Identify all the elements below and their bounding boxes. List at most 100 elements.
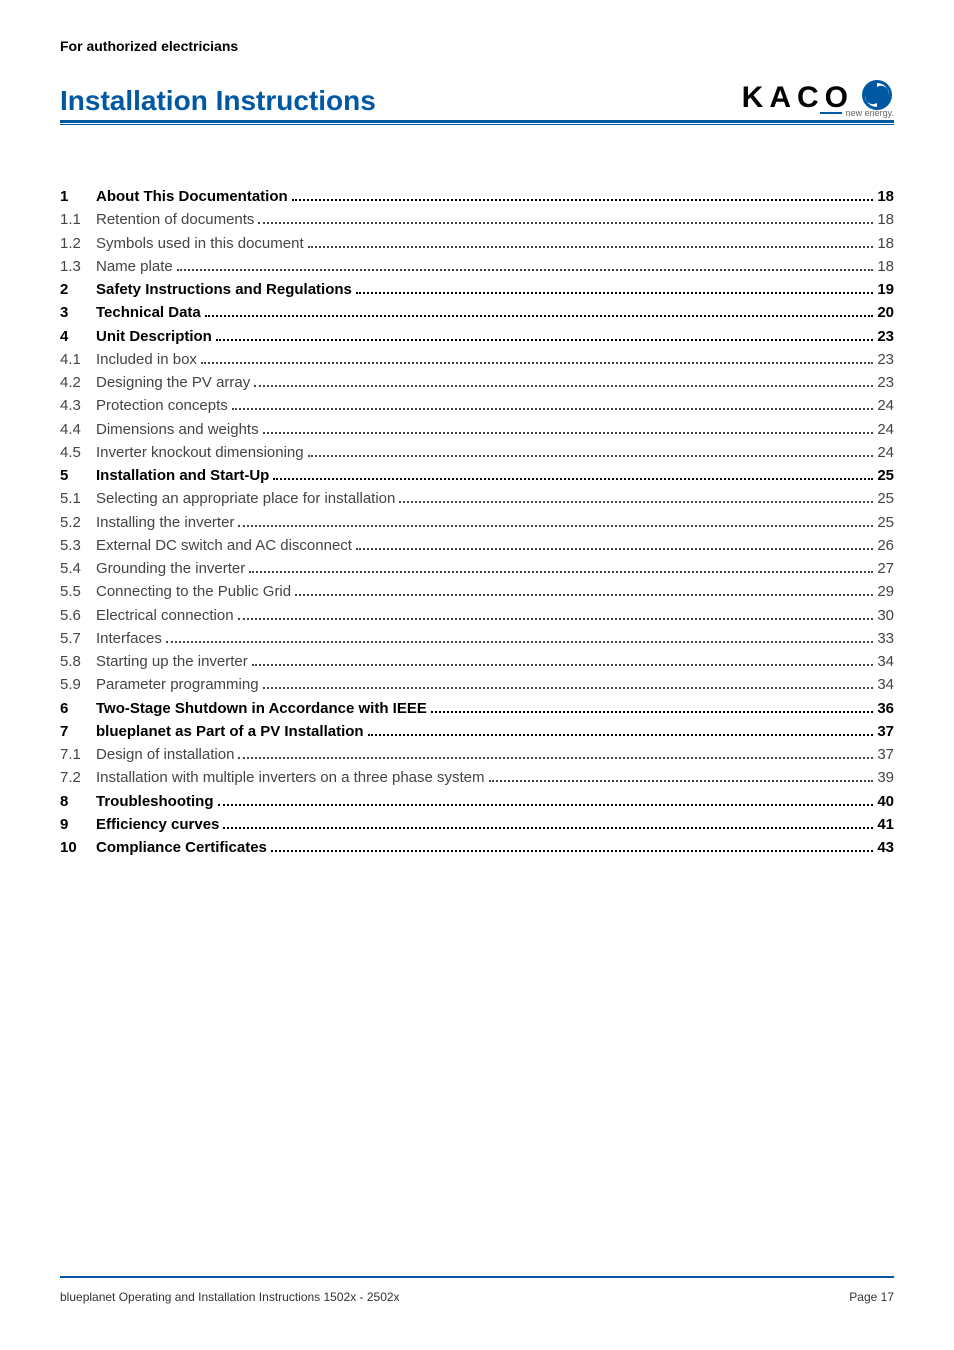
toc-number: 4.5 (60, 441, 96, 464)
toc-leader-dots (218, 794, 874, 806)
toc-entry[interactable]: 1About This Documentation18 (60, 185, 894, 208)
toc-title-cell: Name plate 18 (96, 255, 894, 278)
toc-title: Efficiency curves (96, 813, 219, 836)
toc-title: Included in box (96, 348, 197, 371)
toc-entry[interactable]: 7.1Design of installation37 (60, 743, 894, 766)
toc-number: 7.1 (60, 743, 96, 766)
toc-leader-dots (216, 329, 873, 341)
toc-entry[interactable]: 5.7Interfaces33 (60, 627, 894, 650)
toc-number: 5.6 (60, 604, 96, 627)
toc-page: 24 (877, 441, 894, 464)
toc-entry[interactable]: 5.9Parameter programming34 (60, 673, 894, 696)
toc-leader-dots (232, 398, 874, 410)
toc-number: 4.3 (60, 394, 96, 417)
toc-entry[interactable]: 3Technical Data20 (60, 301, 894, 324)
toc-leader-dots (368, 724, 874, 736)
toc-entry[interactable]: 4Unit Description 23 (60, 325, 894, 348)
toc-leader-dots (238, 515, 873, 527)
toc-leader-dots (258, 212, 873, 224)
toc-entry[interactable]: 1.1Retention of documents18 (60, 208, 894, 231)
toc-entry[interactable]: 1.3Name plate18 (60, 255, 894, 278)
footer-page-number: Page 17 (849, 1290, 894, 1304)
toc-leader-dots (254, 375, 873, 387)
footer-divider (60, 1276, 894, 1278)
toc-entry[interactable]: 7.2Installation with multiple inverters … (60, 766, 894, 789)
toc-page: 20 (877, 301, 894, 324)
toc-title: Name plate (96, 255, 173, 278)
toc-entry[interactable]: 5.6Electrical connection30 (60, 604, 894, 627)
toc-page: 18 (877, 255, 894, 278)
toc-title: Selecting an appropriate place for insta… (96, 487, 395, 510)
toc-title-cell: Compliance Certificates43 (96, 836, 894, 859)
toc-entry[interactable]: 6Two-Stage Shutdown in Accordance with I… (60, 697, 894, 720)
toc-title: Designing the PV array (96, 371, 250, 394)
toc-entry[interactable]: 5.1Selecting an appropriate place for in… (60, 487, 894, 510)
toc-title: Unit Description (96, 325, 212, 348)
toc-number: 1.1 (60, 208, 96, 231)
toc-title: External DC switch and AC disconnect (96, 534, 352, 557)
toc-title-cell: Installing the inverter25 (96, 511, 894, 534)
toc-entry[interactable]: 5.4Grounding the inverter27 (60, 557, 894, 580)
toc-entry[interactable]: 5.3External DC switch and AC disconnect 2… (60, 534, 894, 557)
toc-number: 4 (60, 325, 96, 348)
footer-doc-name: blueplanet Operating and Installation In… (60, 1290, 400, 1304)
toc-page: 34 (877, 650, 894, 673)
toc-title-cell: Safety Instructions and Regulations19 (96, 278, 894, 301)
toc-title-cell: External DC switch and AC disconnect 26 (96, 534, 894, 557)
toc-number: 5.3 (60, 534, 96, 557)
toc-leader-dots (431, 701, 873, 713)
toc-entry[interactable]: 4.1Included in box23 (60, 348, 894, 371)
toc-number: 5.7 (60, 627, 96, 650)
toc-title: Parameter programming (96, 673, 259, 696)
toc-number: 5 (60, 464, 96, 487)
toc-title-cell: Two-Stage Shutdown in Accordance with IE… (96, 697, 894, 720)
toc-title: Electrical connection (96, 604, 234, 627)
toc-title-cell: Interfaces33 (96, 627, 894, 650)
toc-number: 5.1 (60, 487, 96, 510)
title-divider-thin (60, 124, 894, 125)
table-of-contents: 1About This Documentation181.1Retention … (60, 185, 894, 859)
toc-leader-dots (356, 282, 873, 294)
toc-entry[interactable]: 5Installation and Start-Up25 (60, 464, 894, 487)
toc-title: Starting up the inverter (96, 650, 248, 673)
toc-title-cell: Starting up the inverter 34 (96, 650, 894, 673)
toc-entry[interactable]: 2Safety Instructions and Regulations19 (60, 278, 894, 301)
toc-page: 36 (877, 697, 894, 720)
toc-leader-dots (223, 817, 873, 829)
toc-entry[interactable]: 5.2Installing the inverter25 (60, 511, 894, 534)
toc-entry[interactable]: 4.2Designing the PV array23 (60, 371, 894, 394)
toc-page: 40 (877, 790, 894, 813)
toc-number: 7 (60, 720, 96, 743)
tagline-text: new energy. (846, 108, 894, 118)
toc-number: 5.8 (60, 650, 96, 673)
toc-entry[interactable]: 4.3Protection concepts 24 (60, 394, 894, 417)
toc-leader-dots (292, 189, 874, 201)
toc-title: Design of installation (96, 743, 234, 766)
toc-entry[interactable]: 8Troubleshooting40 (60, 790, 894, 813)
toc-page: 24 (877, 394, 894, 417)
toc-title: Two-Stage Shutdown in Accordance with IE… (96, 697, 427, 720)
toc-entry[interactable]: 9Efficiency curves41 (60, 813, 894, 836)
toc-page: 27 (877, 557, 894, 580)
toc-leader-dots (238, 747, 873, 759)
toc-title-cell: Design of installation37 (96, 743, 894, 766)
toc-title-cell: Dimensions and weights24 (96, 418, 894, 441)
toc-entry[interactable]: 4.4Dimensions and weights24 (60, 418, 894, 441)
toc-number: 6 (60, 697, 96, 720)
toc-entry[interactable]: 5.8Starting up the inverter 34 (60, 650, 894, 673)
toc-title: Installation and Start-Up (96, 464, 269, 487)
title-divider-thick (60, 120, 894, 123)
toc-title: Safety Instructions and Regulations (96, 278, 352, 301)
toc-entry[interactable]: 5.5Connecting to the Public Grid29 (60, 580, 894, 603)
toc-title-cell: Connecting to the Public Grid29 (96, 580, 894, 603)
toc-title: Protection concepts (96, 394, 228, 417)
toc-title-cell: Included in box23 (96, 348, 894, 371)
toc-title: Interfaces (96, 627, 162, 650)
toc-number: 5.2 (60, 511, 96, 534)
toc-page: 26 (877, 534, 894, 557)
toc-entry[interactable]: 10Compliance Certificates43 (60, 836, 894, 859)
toc-entry[interactable]: 4.5Inverter knockout dimensioning24 (60, 441, 894, 464)
toc-entry[interactable]: 1.2Symbols used in this document18 (60, 232, 894, 255)
toc-entry[interactable]: 7blueplanet as Part of a PV Installation… (60, 720, 894, 743)
toc-page: 23 (877, 325, 894, 348)
